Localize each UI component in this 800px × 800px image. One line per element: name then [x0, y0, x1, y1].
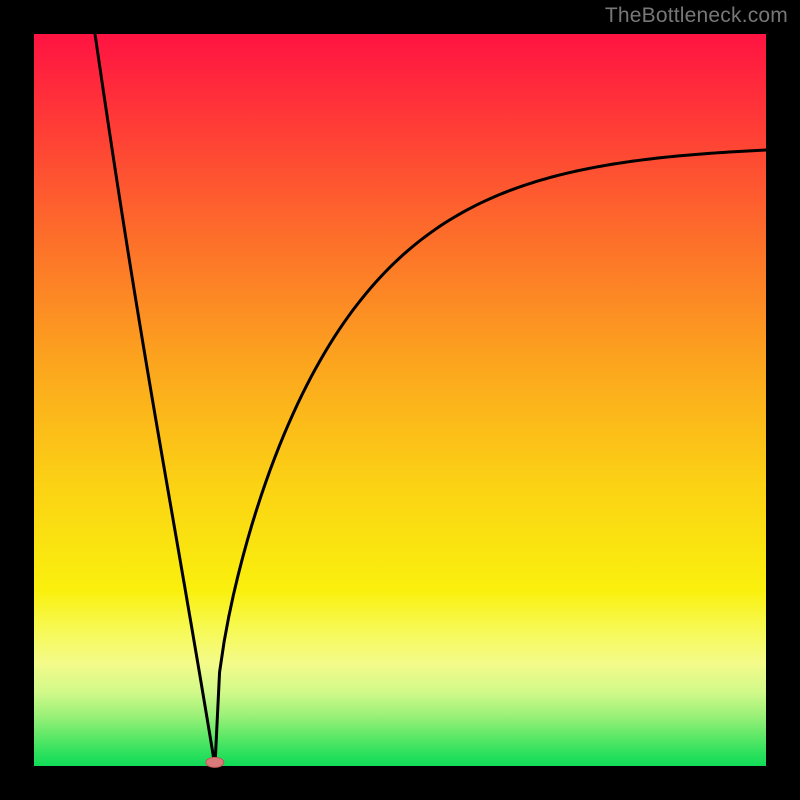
watermark-text: TheBottleneck.com [605, 4, 788, 28]
plot-area [34, 34, 766, 766]
bottleneck-chart [0, 0, 800, 800]
minimum-marker [206, 757, 224, 767]
chart-container: TheBottleneck.com [0, 0, 800, 800]
